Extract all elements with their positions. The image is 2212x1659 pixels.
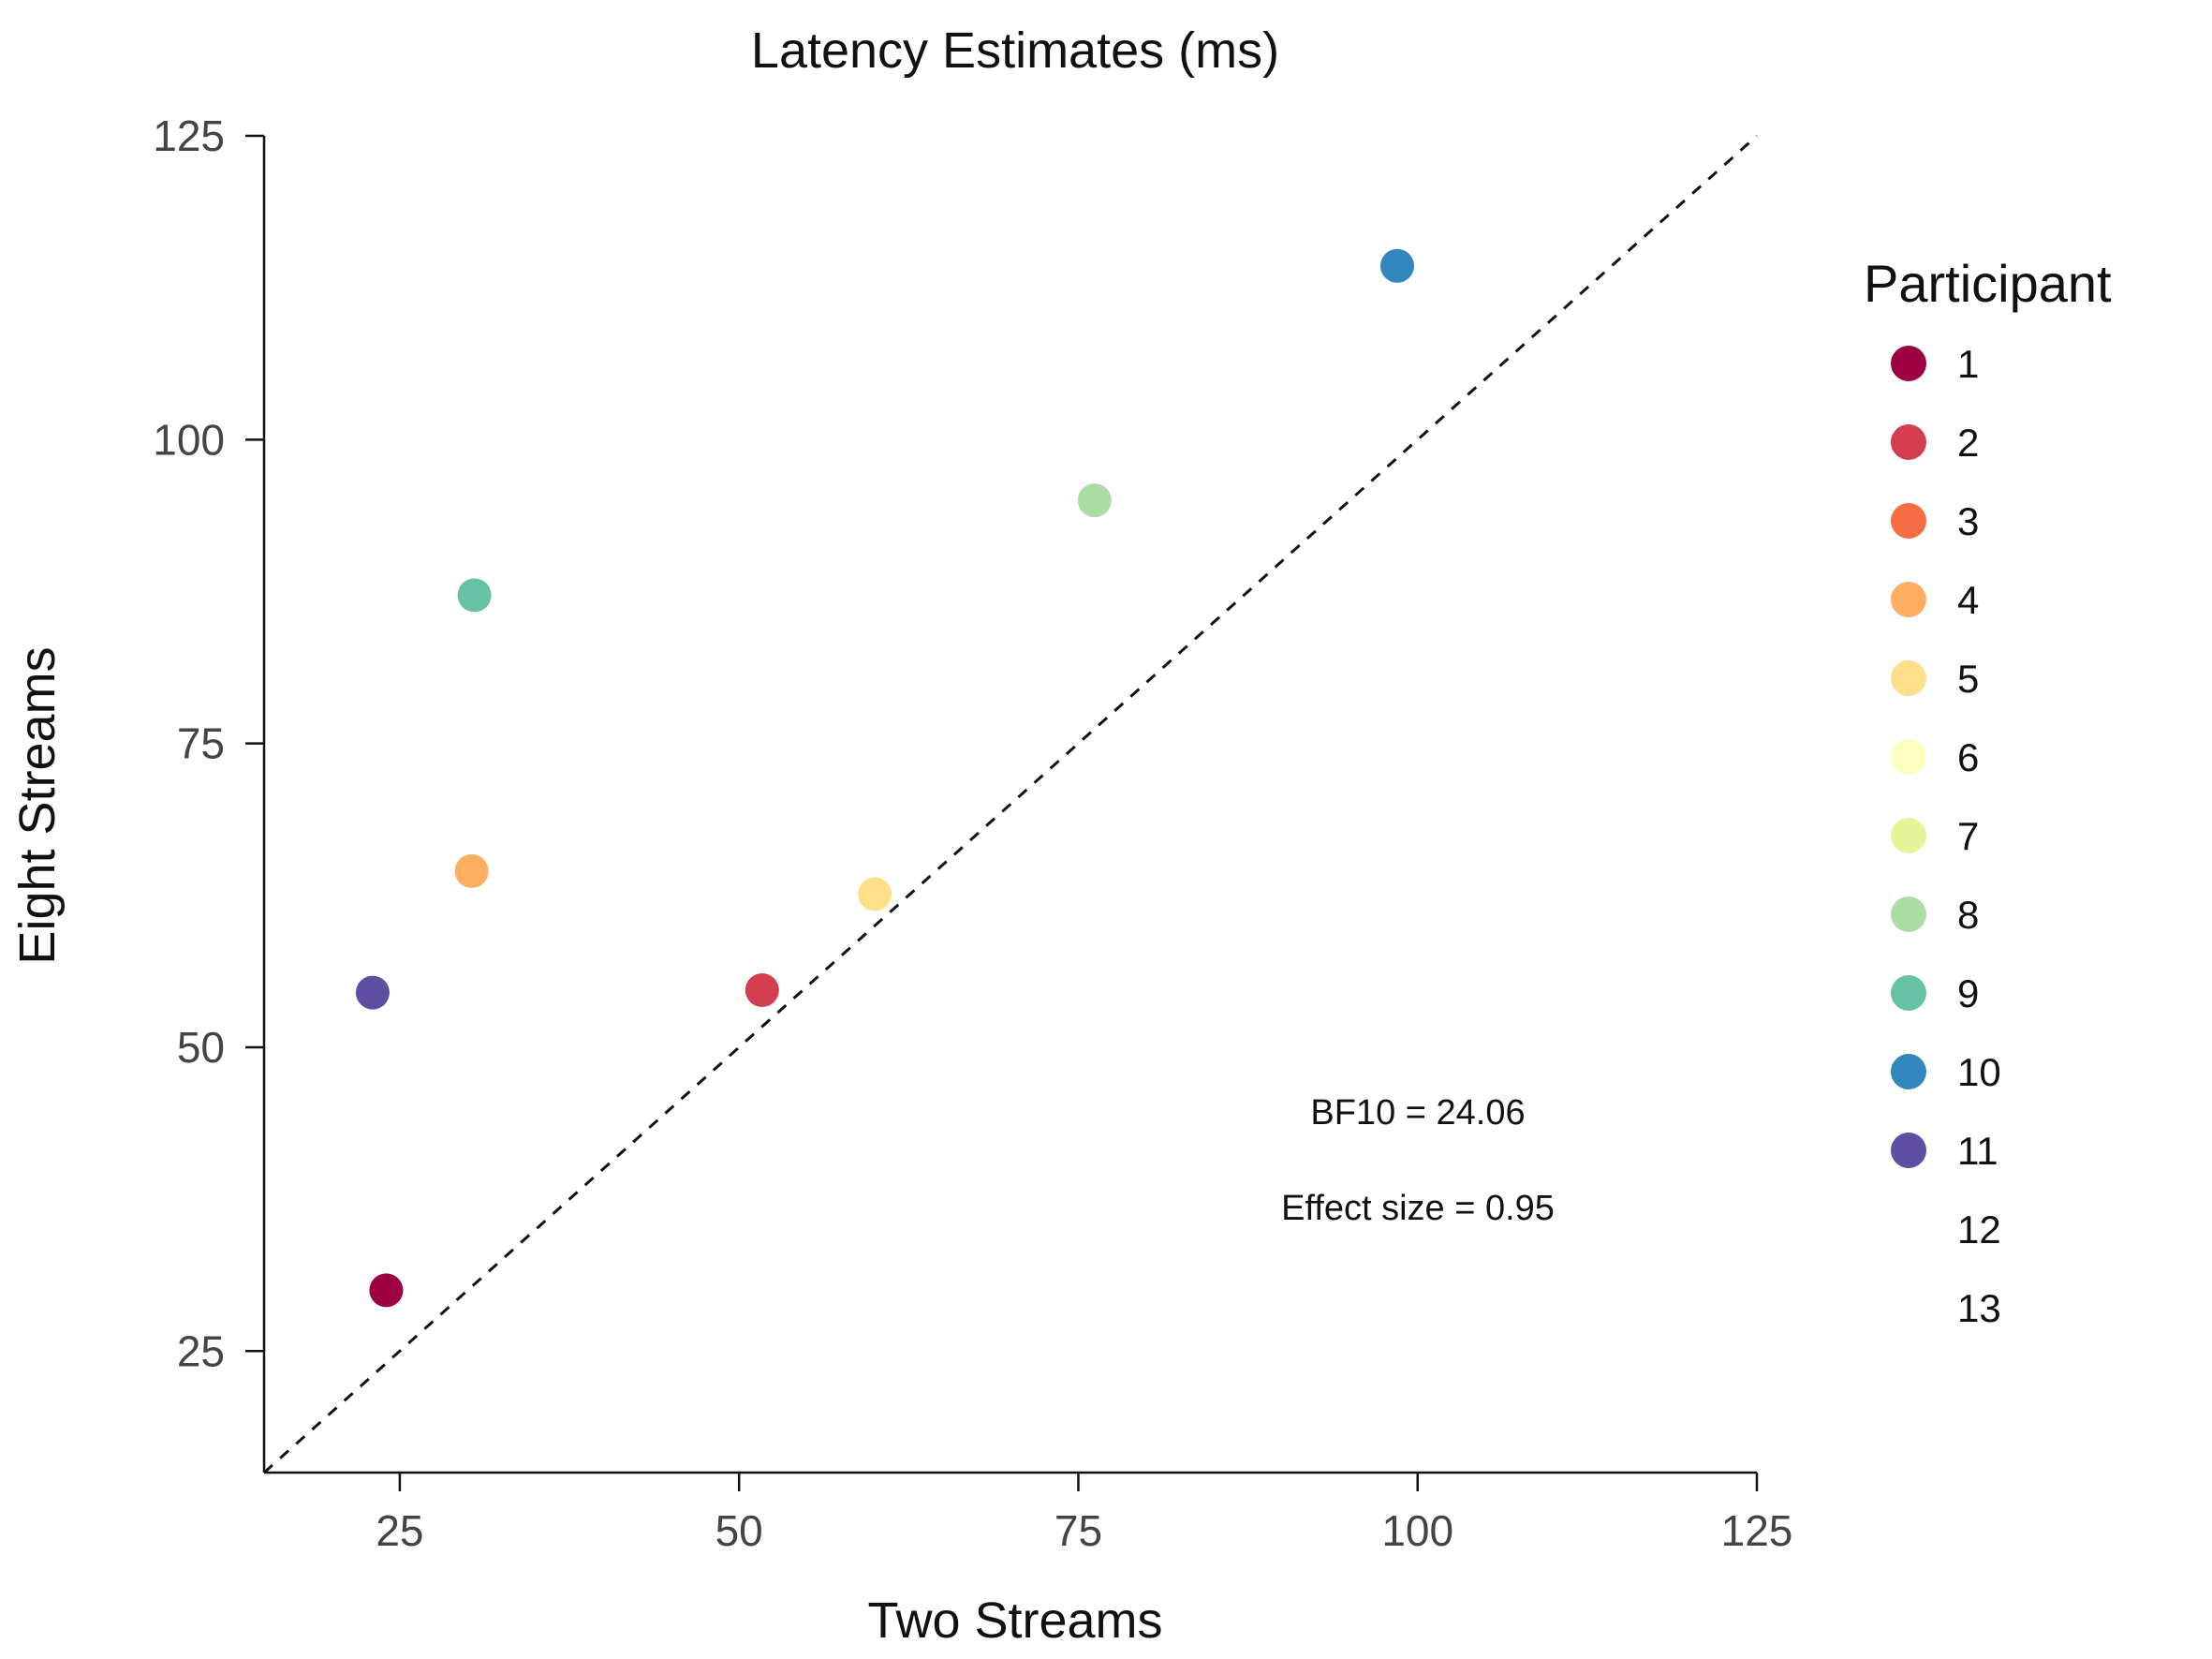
legend-marker-4 bbox=[1891, 582, 1926, 617]
data-point-participant-4 bbox=[454, 853, 489, 888]
legend-label-2: 2 bbox=[1957, 421, 1979, 465]
legend-label-9: 9 bbox=[1957, 971, 1979, 1015]
x-tick-label: 100 bbox=[1381, 1506, 1453, 1555]
data-point-participant-11 bbox=[355, 975, 390, 1010]
legend-label-8: 8 bbox=[1957, 893, 1979, 937]
legend-label-6: 6 bbox=[1957, 735, 1979, 779]
legend-label-7: 7 bbox=[1957, 814, 1979, 858]
legend-marker-1 bbox=[1891, 346, 1926, 381]
chart-title: Latency Estimates (ms) bbox=[751, 22, 1279, 79]
data-point-participant-8 bbox=[1077, 483, 1112, 518]
legend-marker-3 bbox=[1891, 503, 1926, 539]
legend-label-3: 3 bbox=[1957, 499, 1979, 543]
legend-marker-5 bbox=[1891, 660, 1926, 696]
y-tick-label: 100 bbox=[153, 415, 225, 464]
legend-label-12: 12 bbox=[1957, 1207, 2001, 1252]
legend-marker-11 bbox=[1891, 1133, 1926, 1168]
axes: 25 50 75 100 125 25 50 75 100 125 bbox=[153, 111, 1792, 1555]
data-point-participant-2 bbox=[745, 972, 779, 1007]
legend-label-4: 4 bbox=[1957, 578, 1979, 622]
bf10-annotation: BF10 = 24.06 bbox=[1310, 1093, 1525, 1133]
legend-marker-2 bbox=[1891, 424, 1926, 460]
legend-title: Participant bbox=[1864, 254, 2112, 313]
legend-label-13: 13 bbox=[1957, 1286, 2001, 1330]
data-point-participant-10 bbox=[1379, 248, 1414, 283]
legend-label-1: 1 bbox=[1957, 342, 1979, 386]
legend-marker-8 bbox=[1891, 896, 1926, 932]
legend-label-10: 10 bbox=[1957, 1050, 2001, 1094]
annotations: BF10 = 24.06 Effect size = 0.95 bbox=[1281, 1093, 1555, 1228]
legend-label-11: 11 bbox=[1957, 1129, 1998, 1173]
identity-dashed-line bbox=[262, 134, 1759, 1474]
y-tick-label: 125 bbox=[153, 111, 225, 160]
effect-size-annotation: Effect size = 0.95 bbox=[1281, 1189, 1555, 1228]
x-tick-label: 50 bbox=[715, 1506, 763, 1555]
y-tick-label: 75 bbox=[177, 719, 225, 768]
x-tick-label: 25 bbox=[376, 1506, 423, 1555]
x-tick-label: 75 bbox=[1054, 1506, 1102, 1555]
legend-marker-10 bbox=[1891, 1054, 1926, 1089]
x-axis-title: Two Streams bbox=[867, 1592, 1162, 1649]
legend-marker-9 bbox=[1891, 975, 1926, 1011]
y-tick-label: 25 bbox=[177, 1326, 225, 1375]
y-tick-label: 50 bbox=[177, 1023, 225, 1072]
data-point-participant-5 bbox=[858, 877, 892, 911]
legend-marker-6 bbox=[1891, 739, 1926, 775]
y-axis-title: Eight Streams bbox=[9, 646, 66, 964]
data-point-participant-1 bbox=[369, 1273, 404, 1308]
data-point-participant-9 bbox=[457, 578, 492, 613]
x-tick-label: 125 bbox=[1721, 1506, 1793, 1555]
legend-label-5: 5 bbox=[1957, 657, 1979, 701]
legend-marker-7 bbox=[1891, 818, 1926, 853]
data-points bbox=[355, 248, 1414, 1308]
reference-line bbox=[262, 134, 1759, 1474]
